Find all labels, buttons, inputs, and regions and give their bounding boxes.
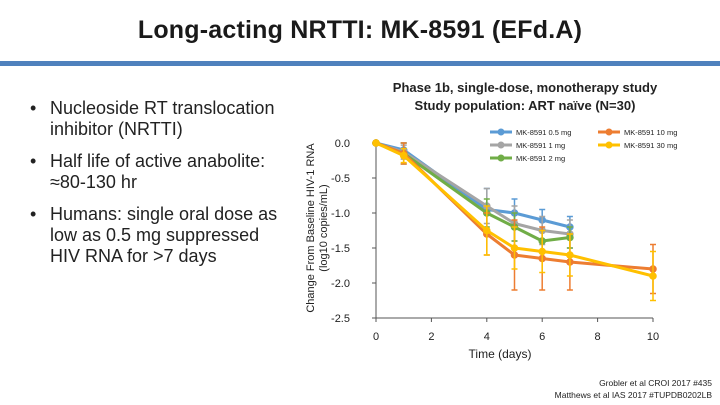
chart-axes [375, 143, 653, 319]
x-tick-label: 4 [484, 331, 490, 343]
series-group [372, 139, 657, 302]
chart-series [372, 139, 657, 302]
x-tick-label: 0 [373, 331, 379, 343]
y-tick-label: -0.5 [331, 173, 350, 185]
series-line [375, 141, 571, 229]
chart-ticks: 0.0 -0.5 -1.0 -1.5 -2.0 -2.5 0 2 4 6 8 10 [331, 138, 659, 343]
study-header-line1: Phase 1b, single-dose, monotherapy study [392, 80, 658, 95]
legend-label: MK-8591 0.5 mg [516, 128, 571, 137]
y-tick-label: -2.5 [331, 313, 350, 325]
y-axis-label-line2: (log10 copies/mL) [318, 184, 330, 271]
legend-swatch-marker [605, 128, 613, 136]
x-tick-label: 8 [595, 331, 601, 343]
bullet-dot-icon: • [30, 151, 37, 171]
bullet-text: Half life of active anabolite: ≈80-130 h… [50, 151, 266, 192]
bullet-dot-icon: • [30, 98, 37, 118]
bullet-item: • Humans: single oral dose as low as 0.5 … [30, 204, 280, 267]
data-point [483, 226, 491, 235]
y-tick-label: 0.0 [335, 138, 350, 150]
bullet-item: • Nucleoside RT translocation inhibitor (… [30, 98, 280, 140]
legend-label: MK-8591 10 mg [624, 128, 677, 137]
bullet-dot-icon: • [30, 204, 37, 224]
y-tick-label: -2.0 [331, 278, 350, 290]
y-axis-label-line1: Change From Baseline HIV-1 RNA [305, 143, 317, 313]
chart-legend: MK-8591 0.5 mg MK-8591 1 mg MK-8591 2 mg MK… [490, 128, 677, 163]
x-tick-label: 10 [647, 331, 659, 343]
citation-1: Grobler et al CROI 2017 #435 [599, 378, 712, 388]
data-point [649, 272, 657, 280]
legend-label: MK-8591 30 mg [624, 141, 677, 150]
legend-swatch-marker [497, 154, 505, 162]
title-divider [0, 61, 720, 66]
bullet-item: • Half life of active anabolite: ≈80-130 … [30, 151, 280, 193]
bullet-text: Humans: single oral dose as low as 0.5 m… [50, 204, 278, 266]
x-tick-label: 2 [428, 331, 434, 343]
data-point [399, 151, 408, 160]
legend-label: MK-8591 2 mg [516, 154, 565, 163]
x-axis-label: Time (days) [469, 347, 532, 361]
study-header-line2: Study population: ART naïve (N=30) [414, 98, 636, 113]
y-tick-label: -1.0 [331, 208, 350, 220]
bullet-list: • Nucleoside RT translocation inhibitor (… [30, 98, 280, 278]
x-tick-label: 6 [539, 331, 545, 343]
data-point [372, 139, 380, 147]
legend-label: MK-8591 1 mg [516, 141, 565, 150]
slide-title: Long-acting NRTTI: MK-8591 (EFd.A) [137, 16, 583, 44]
data-point [510, 244, 519, 252]
y-tick-label: -1.5 [331, 243, 350, 255]
citation-2: Matthews et al IAS 2017 #TUPDB0202LB [554, 390, 712, 400]
legend-swatch-marker [497, 141, 505, 149]
legend-swatch-marker [497, 128, 505, 136]
bullet-text: Nucleoside RT translocation inhibitor (N… [50, 98, 275, 139]
data-point [566, 251, 574, 259]
legend-swatch-marker [605, 141, 613, 149]
data-point [538, 247, 546, 256]
